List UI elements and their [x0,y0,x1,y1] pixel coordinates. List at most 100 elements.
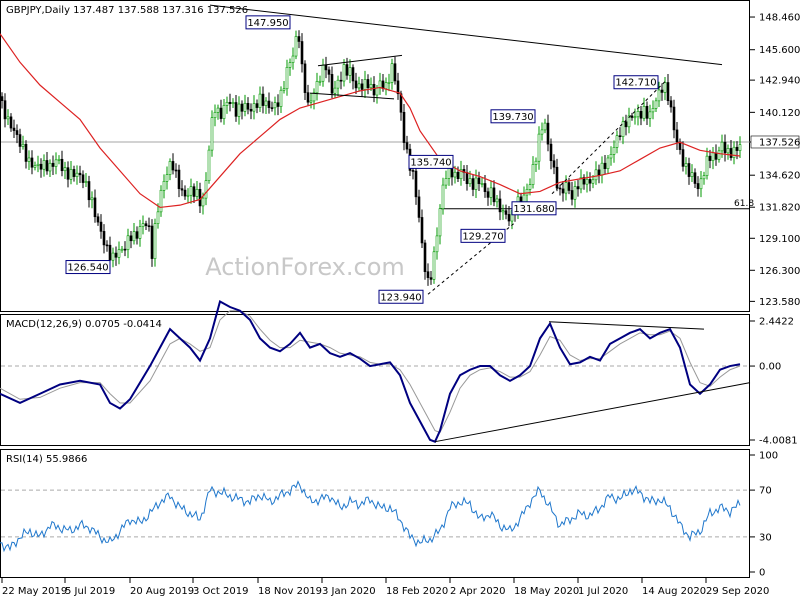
candle-body [573,186,577,200]
price-y-axis: 148.460 145.600 142.940 140.120 137.526 134.6… [750,13,800,308]
candle-body [0,96,4,101]
macd-y-axis: 2.4422 0.00 -4.0081 [750,317,798,447]
candle-body [189,186,193,196]
candle-body [81,174,85,183]
price-annotation-label: 147.950 [247,18,288,29]
candle-body [252,103,256,112]
trend-line [309,92,395,100]
price-annotation-label: 129.270 [462,231,503,242]
candle-body [372,84,376,96]
candle-body [33,165,37,168]
candle-body [159,189,163,213]
candle-body [243,102,247,112]
candle-body [714,152,718,160]
x-tick-label: 18 Feb 2020 [386,586,448,597]
candle-body [66,167,70,180]
rsi-panel [0,449,750,578]
candle-body [618,135,622,138]
price-panel [0,0,750,312]
rsi-y-tick-label: 100 [759,451,778,462]
candle-body [711,152,715,161]
candle-body [123,248,127,251]
candle-body [426,271,430,278]
candle-body [717,150,721,160]
price-y-tick-label: 134.620 [759,171,800,182]
candle-body [387,82,391,84]
price-y-tick-label: 148.460 [759,13,800,24]
candle-body [93,197,97,218]
candle-body [126,235,130,250]
candle-body [165,174,169,182]
candle-body [156,211,160,224]
candle-body [300,41,304,65]
rsi-y-axis: 100 70 30 0 [750,451,778,579]
candle-body [141,223,145,227]
macd-signal-line [0,310,741,434]
candle-body [9,116,13,129]
candle-body [672,106,676,131]
candle-body [720,141,724,152]
candle-body [78,172,82,176]
candle-body [651,108,655,113]
candle-body [198,188,202,207]
candle-body [333,87,337,94]
price-annotation-box [378,289,424,304]
candle-body [3,100,7,120]
rsi-lines [0,480,741,553]
candle-body [609,154,613,159]
price-trend-lines [209,4,723,295]
price-annotation-box [460,228,506,243]
rsi-header: RSI(14) 55.9866 [6,454,87,465]
candle-body [276,102,280,107]
price-y-tick-label: 123.580 [759,297,800,308]
candle-body [99,221,103,232]
candle-body [654,100,658,109]
x-tick-label: 1 Jul 2020 [578,586,628,597]
candle-body [54,159,58,167]
candle-body [546,122,550,145]
candle-body [441,184,445,209]
macd-y-tick-label: -4.0081 [759,436,798,447]
price-annotation-label: 126.540 [67,263,108,274]
candle-body [120,248,124,251]
price-annotation-box [65,260,111,275]
candle-body [429,277,433,280]
macd-lines [0,299,751,443]
candle-body [171,161,175,171]
candle-body [627,115,631,128]
candle-body [396,80,400,95]
candle-body [228,101,232,104]
candle-body [498,198,502,213]
candle-body [576,186,580,190]
candle-body [402,111,406,143]
x-tick-label: 22 May 2019 [2,586,67,597]
candle-body [174,169,178,172]
price-y-tick-label: 142.940 [759,76,800,87]
candle-body [222,105,226,119]
candle-body [306,92,310,103]
candle-body [237,103,241,117]
candle-body [726,148,730,154]
candle-body [534,160,538,165]
candle-body [687,163,691,177]
x-tick-label: 18 Nov 2019 [258,586,322,597]
candle-body [474,177,478,190]
candle-body [738,144,742,151]
candle-body [588,179,592,184]
candle-body [69,169,73,180]
candle-body [273,102,277,109]
candle-body [525,189,529,196]
candle-body [264,100,268,106]
candle-body [186,194,190,197]
candle-body [531,164,535,185]
candle-body [417,196,421,218]
candle-body [732,146,736,158]
candle-body [138,226,142,239]
candle-body [702,175,706,180]
candle-body [357,83,361,89]
price-annotation-box [511,201,557,216]
candle-body [489,187,493,198]
candle-body [348,67,352,76]
candle-body [177,169,181,189]
candle-body [231,102,235,104]
